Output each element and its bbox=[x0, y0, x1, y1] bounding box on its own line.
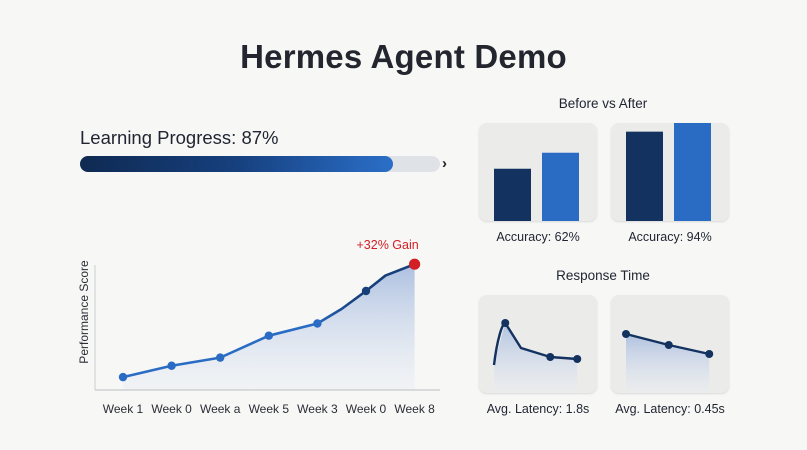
data-point bbox=[216, 353, 225, 362]
x-tick-label: Week 1 bbox=[103, 402, 144, 416]
x-tick-label: Week 8 bbox=[394, 402, 435, 416]
x-tick-label: Week 0 bbox=[346, 402, 387, 416]
y-axis-label: Performance Score bbox=[77, 260, 91, 364]
latency-point bbox=[546, 353, 555, 361]
latency-panel-after bbox=[611, 295, 729, 393]
bar bbox=[494, 168, 531, 221]
latency-panel-before bbox=[479, 295, 597, 393]
bar bbox=[626, 131, 663, 221]
latency-point bbox=[664, 341, 673, 349]
bar bbox=[674, 123, 711, 221]
response-time-title: Response Time bbox=[556, 268, 650, 283]
accuracy-panel-before bbox=[479, 123, 597, 221]
latency-point bbox=[501, 319, 510, 327]
data-point bbox=[361, 286, 371, 296]
gain-annotation: +32% Gain bbox=[356, 238, 418, 252]
before-after-title: Before vs After bbox=[558, 96, 648, 111]
progress-bar bbox=[80, 156, 440, 172]
x-tick-label: Week a bbox=[200, 402, 241, 416]
latency-label-before: Avg. Latency: 1.8s bbox=[486, 402, 590, 416]
data-point bbox=[264, 331, 273, 340]
accuracy-label-after: Accuracy: 94% bbox=[628, 230, 712, 244]
performance-area bbox=[123, 264, 415, 390]
bar bbox=[542, 152, 579, 221]
data-point bbox=[167, 361, 176, 370]
highlight-point bbox=[409, 258, 421, 270]
latency-point bbox=[573, 355, 582, 363]
x-tick-label: Week 5 bbox=[249, 402, 290, 416]
x-tick-label: Week 3 bbox=[297, 402, 338, 416]
x-tick-label: Week 0 bbox=[151, 402, 192, 416]
performance-line-chart: +32% Gain Week 1 Week 0 Week a Week 5 Week 3 W… bbox=[77, 238, 440, 416]
progress-label: Learning Progress: 87% bbox=[80, 127, 279, 148]
latency-line bbox=[492, 321, 578, 366]
progress-bar-fill bbox=[80, 156, 394, 172]
latency-label-after: Avg. Latency: 0.45s bbox=[615, 402, 725, 416]
latency-area bbox=[626, 334, 710, 393]
accuracy-panel-after bbox=[611, 123, 729, 221]
accuracy-label-before: Accuracy: 62% bbox=[496, 230, 580, 244]
chevron-right-icon[interactable]: › bbox=[442, 155, 447, 172]
latency-point bbox=[622, 330, 630, 338]
page-title: Hermes Agent Demo bbox=[240, 38, 567, 75]
data-point bbox=[313, 319, 322, 328]
latency-point bbox=[705, 350, 714, 358]
latency-area bbox=[494, 323, 578, 393]
data-point bbox=[118, 372, 128, 382]
